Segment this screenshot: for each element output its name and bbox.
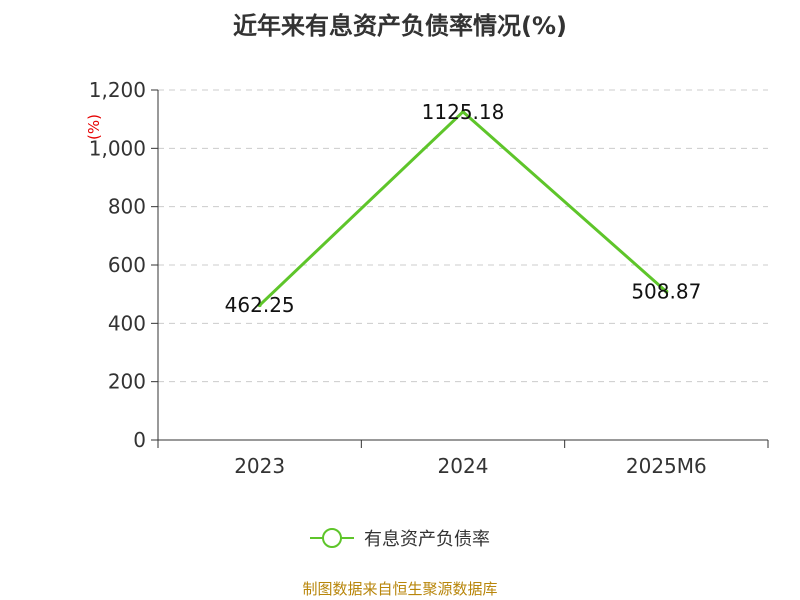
legend-line-circle-icon bbox=[310, 528, 354, 548]
gridlines bbox=[158, 89, 768, 383]
y-tick-label: 0 bbox=[133, 428, 146, 452]
axes: 0 200 400 600 800 1,000 1,200 2023 2024 2025M6 bbox=[89, 78, 769, 478]
data-point[interactable] bbox=[664, 289, 669, 294]
data-label: 1125.18 bbox=[422, 100, 505, 124]
data-point[interactable] bbox=[461, 109, 465, 114]
y-tick-label: 1,200 bbox=[89, 78, 146, 102]
legend[interactable]: 有息资产负债率 bbox=[0, 520, 800, 556]
data-label: 508.87 bbox=[631, 280, 701, 304]
data-label: 462.25 bbox=[225, 293, 295, 317]
x-tick-label: 2023 bbox=[234, 454, 285, 478]
y-tick-label: 600 bbox=[108, 253, 146, 277]
legend-label: 有息资产负债率 bbox=[364, 529, 490, 550]
y-tick-label: 1,000 bbox=[89, 136, 146, 160]
source-note: 制图数据来自恒生聚源数据库 bbox=[302, 580, 498, 598]
y-tick-label: 200 bbox=[108, 370, 146, 394]
series-layer bbox=[257, 109, 669, 308]
series-line bbox=[258, 110, 668, 307]
x-tick-label: 2025M6 bbox=[626, 454, 707, 478]
y-tick-label: 400 bbox=[108, 311, 146, 335]
data-labels: 462.25 1125.18 508.87 bbox=[225, 100, 702, 317]
data-point[interactable] bbox=[257, 303, 262, 308]
x-tick-label: 2024 bbox=[438, 454, 489, 478]
chart-title: 近年来有息资产负债率情况(%) bbox=[233, 12, 567, 40]
y-tick-label: 800 bbox=[108, 195, 146, 219]
y-axis-label: (%) bbox=[85, 114, 103, 140]
